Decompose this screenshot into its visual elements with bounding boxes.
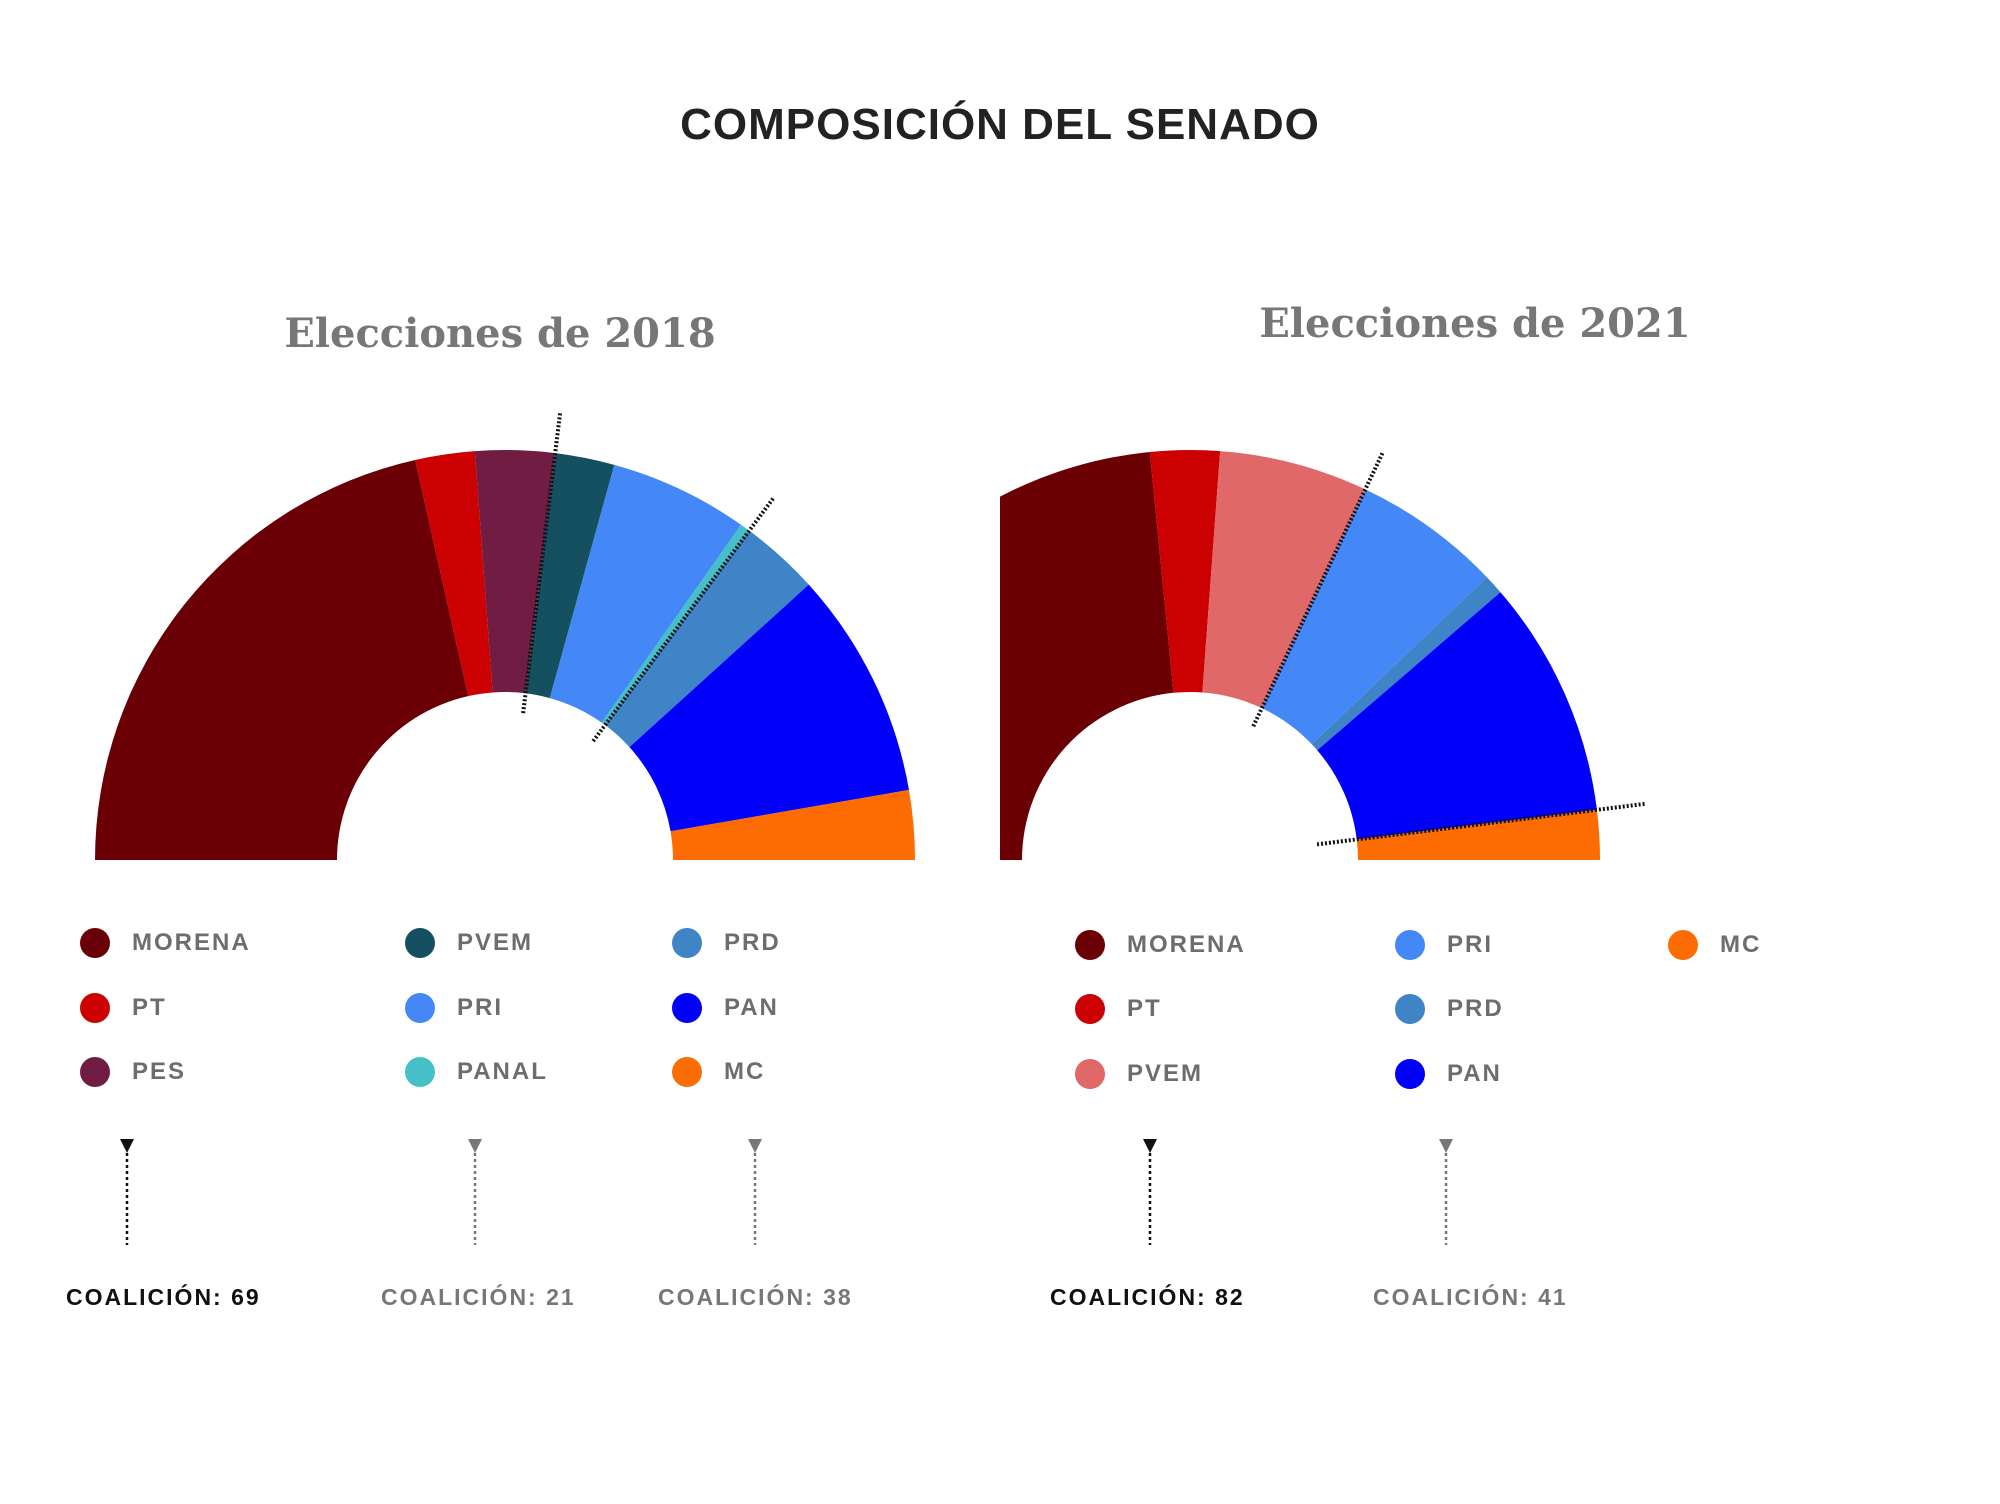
legend-swatch	[1075, 930, 1105, 960]
coalition-label-3-2018: COALICIÓN: 38	[658, 1284, 853, 1310]
legend-item-panal-2018: PANAL	[405, 1054, 548, 1090]
legend-label: PANAL	[457, 1058, 548, 1085]
legend-item-morena-2018: MORENA	[80, 925, 251, 961]
seat-segment-pt-2021	[1149, 450, 1221, 693]
legend-item-mc-2021: MC	[1668, 927, 1761, 963]
coalition-divider-mc-2021	[1316, 801, 1647, 847]
legend-item-mc-2018: MC	[672, 1054, 765, 1090]
legend-item-prd-2021: PRD	[1395, 991, 1504, 1027]
coalition-label-1-2018: COALICIÓN: 69	[66, 1284, 261, 1310]
seat-segment-mc-2021	[1356, 809, 1600, 860]
legend-item-pt-2021: PT	[1075, 991, 1162, 1027]
legend-label: MORENA	[1127, 931, 1246, 958]
legend-swatch	[1395, 930, 1425, 960]
seat-segment-pan-2021	[1317, 592, 1597, 840]
legend-swatch	[1395, 994, 1425, 1024]
legend-swatch	[1395, 1059, 1425, 1089]
seat-segment-pan-2018	[629, 584, 909, 832]
legend-label: PES	[132, 1058, 187, 1085]
legend-item-pri-2021: PRI	[1395, 927, 1493, 963]
page-title: COMPOSICIÓN DEL SENADO	[680, 100, 1320, 149]
legend-label: MC	[724, 1058, 766, 1085]
legend-label: PAN	[724, 994, 779, 1021]
chart-title-2018: Elecciones de 2018	[284, 310, 716, 357]
coalition-label-2-2021: COALICIÓN: 41	[1373, 1284, 1568, 1310]
legend-swatch	[1668, 930, 1698, 960]
legend-item-pvem-2018: PVEM	[405, 925, 533, 961]
legend-swatch	[1075, 994, 1105, 1024]
legend-label: PRI	[1447, 931, 1494, 958]
coalition-arrow-1-2018	[120, 1139, 134, 1245]
legend-label: PRI	[457, 994, 504, 1021]
coalition-label-2-2018: COALICIÓN: 21	[381, 1284, 576, 1310]
legend-swatch	[1075, 1059, 1105, 1089]
coalition-arrow-3-2018	[748, 1139, 762, 1245]
legend-swatch	[405, 1057, 435, 1087]
seat-segment-panal-2018	[601, 524, 750, 726]
seat-segment-morena-2021	[1000, 451, 1174, 860]
seat-segment-pvem-2021	[1202, 451, 1366, 709]
seat-segment-prd-2021	[1311, 577, 1501, 751]
legend-swatch	[405, 928, 435, 958]
legend-swatch	[672, 993, 702, 1023]
seat-segment-pes-2018	[474, 450, 556, 694]
seat-segment-morena-2018	[95, 459, 469, 860]
legend-item-pan-2018: PAN	[672, 990, 779, 1026]
legend-swatch	[80, 928, 110, 958]
legend-label: PT	[132, 994, 167, 1021]
legend-swatch	[672, 1057, 702, 1087]
panel-2018: Elecciones de 2018 MORENA PT PES PVEM PRI PAN…	[66, 310, 915, 1310]
seat-segment-pri-2021	[1261, 489, 1487, 745]
legend-label: PVEM	[1127, 1060, 1204, 1087]
legend-label: MC	[1720, 931, 1762, 958]
chart-title-2021: Elecciones de 2021	[1259, 300, 1691, 347]
legend-label: PAN	[1447, 1060, 1502, 1087]
hemicycle-chart-2018	[95, 413, 915, 860]
legend-swatch	[672, 928, 702, 958]
hemicycle-chart-2021	[1000, 450, 1647, 860]
legend-swatch	[80, 1057, 110, 1087]
legend-item-morena-2021: MORENA	[1075, 927, 1246, 963]
legend-item-pt-2018: PT	[80, 990, 167, 1026]
panel-2021: Elecciones de 2021 MORENA PT PVEM PRI PRD PAN…	[1000, 0, 2000, 1504]
legend-label: PT	[1127, 995, 1162, 1022]
legend-label: PRD	[724, 929, 781, 956]
seat-segment-pri-2018	[549, 464, 742, 723]
coalition-arrow-2-2021	[1439, 1139, 1453, 1245]
seat-segment-mc-2018	[670, 789, 915, 860]
seat-segment-pt-2018	[415, 451, 493, 697]
seat-segment-prd-2018	[605, 530, 809, 748]
legend-item-pes-2018: PES	[80, 1054, 186, 1090]
legend-swatch	[405, 993, 435, 1023]
legend-label: PRD	[1447, 995, 1504, 1022]
coalition-arrow-2-2018	[468, 1139, 482, 1245]
legend-item-pan-2021: PAN	[1395, 1056, 1502, 1092]
coalition-arrow-1-2021	[1143, 1139, 1157, 1245]
legend-label: PVEM	[457, 929, 534, 956]
legend-item-pvem-2021: PVEM	[1075, 1056, 1203, 1092]
legend-swatch	[80, 993, 110, 1023]
coalition-label-1-2021: COALICIÓN: 82	[1050, 1284, 1245, 1310]
legend-item-pri-2018: PRI	[405, 990, 503, 1026]
legend-item-prd-2018: PRD	[672, 925, 781, 961]
legend-label: MORENA	[132, 929, 251, 956]
